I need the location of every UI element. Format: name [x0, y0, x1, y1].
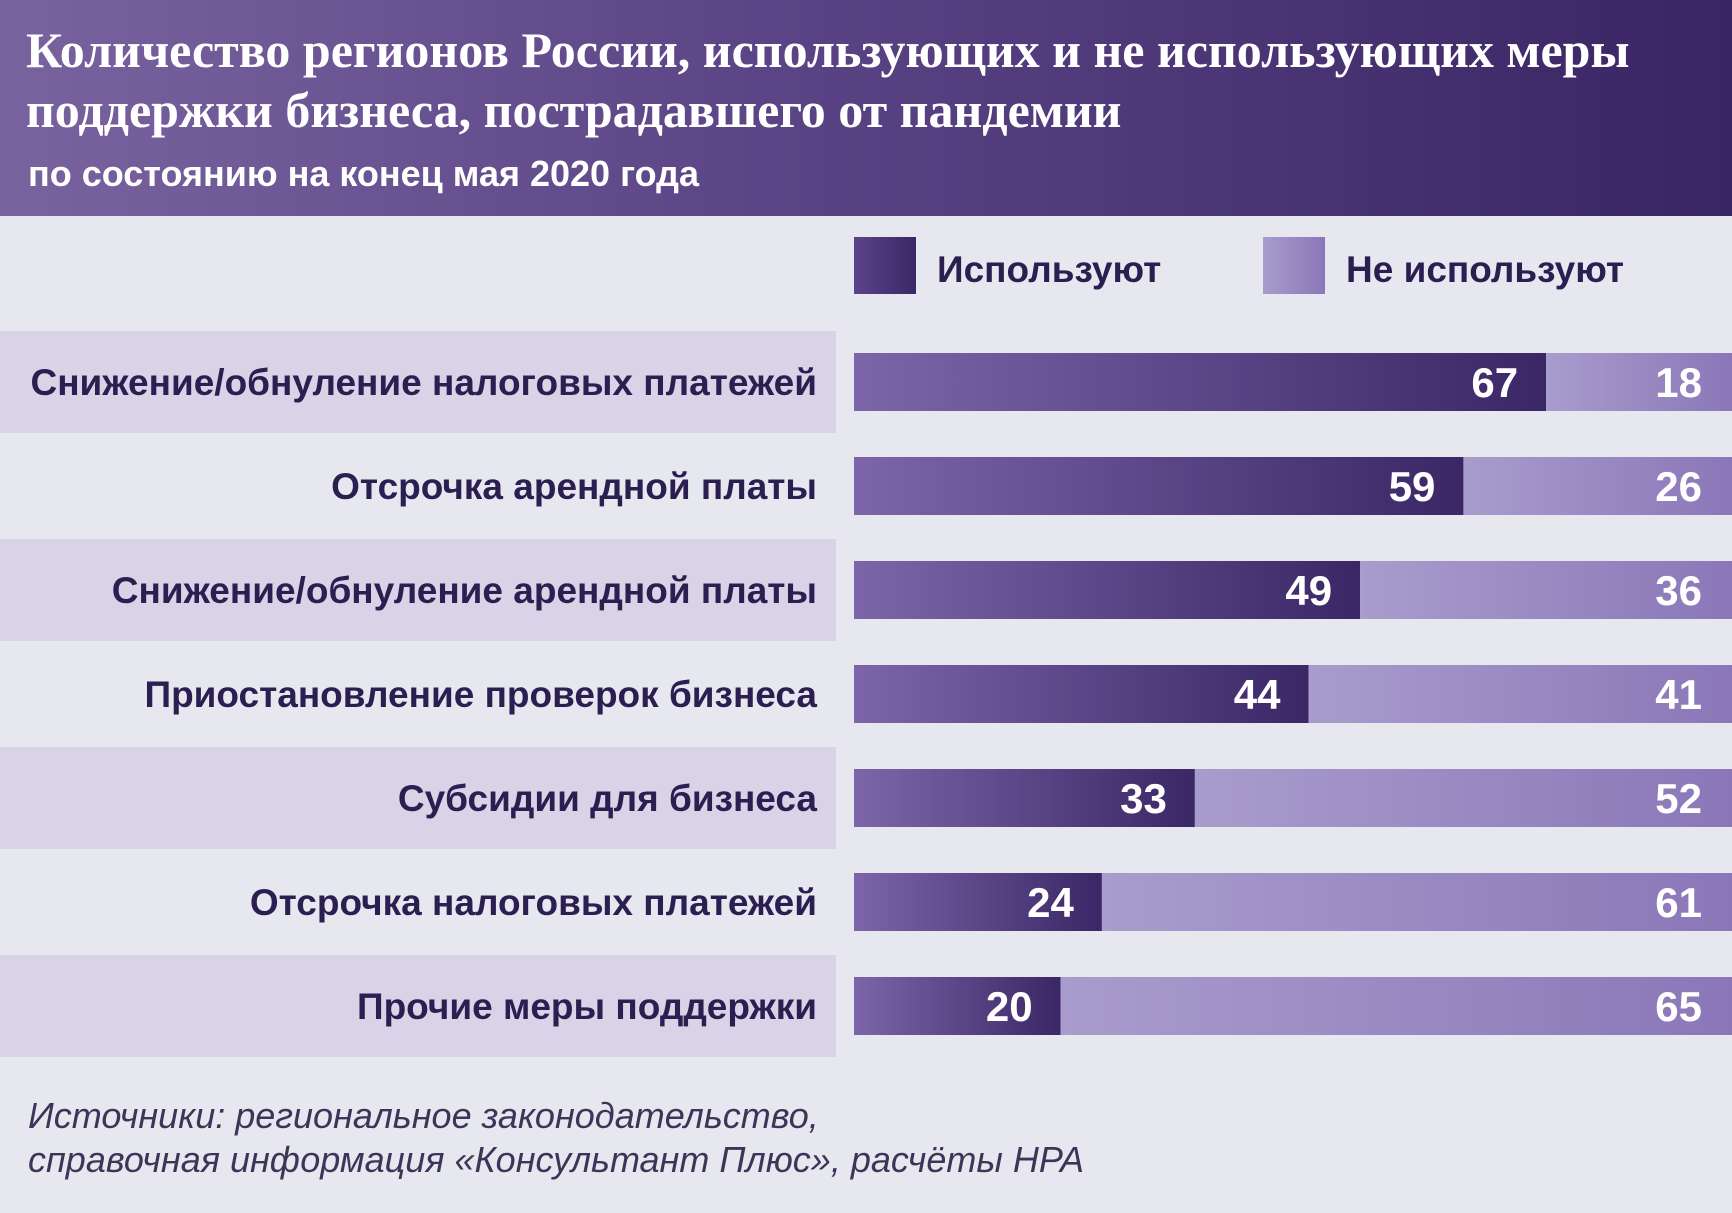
value-label-used: 67: [1471, 359, 1518, 406]
value-label-not-used: 36: [1655, 567, 1702, 614]
bar-not-used: [1060, 977, 1732, 1035]
value-label-not-used: 41: [1655, 671, 1702, 718]
bar-not-used: [1463, 457, 1732, 515]
category-label: Снижение/обнуление налоговых платежей: [30, 362, 817, 403]
legend-label-used: Используют: [937, 249, 1162, 290]
chart-subtitle: по состоянию на конец мая 2020 года: [28, 153, 699, 194]
bar-not-used: [1101, 873, 1732, 931]
category-label: Отсрочка налоговых платежей: [250, 882, 817, 923]
category-label: Прочие меры поддержки: [357, 986, 817, 1027]
legend-swatch-used: [854, 237, 916, 294]
bar-used: [854, 457, 1464, 515]
value-label-not-used: 52: [1655, 775, 1702, 822]
bar-not-used: [1194, 769, 1732, 827]
source-line-2: справочная информация «Консультант Плюс»…: [28, 1139, 1085, 1180]
chart-header: Количество регионов России, использующих…: [0, 0, 1732, 216]
bar-used: [854, 665, 1309, 723]
bar-used: [854, 769, 1195, 827]
category-band: [0, 747, 836, 849]
bar-not-used: [1546, 353, 1732, 411]
source-line-1: Источники: региональное законодательство…: [28, 1095, 819, 1136]
legend-label-notused: Не используют: [1346, 249, 1625, 290]
value-label-not-used: 61: [1655, 879, 1702, 926]
value-label-used: 33: [1120, 775, 1167, 822]
stacked-bar-chart: Снижение/обнуление налоговых платежей 67 1…: [0, 331, 1732, 1057]
chart-title: Количество регионов России, использующих…: [26, 22, 1630, 138]
bar-used: [854, 353, 1547, 411]
value-label-used: 44: [1234, 671, 1281, 718]
category-label: Снижение/обнуление арендной платы: [112, 570, 817, 611]
category-label: Отсрочка арендной платы: [331, 466, 817, 507]
value-label-used: 24: [1027, 879, 1074, 926]
value-label-not-used: 18: [1655, 359, 1702, 406]
value-label-used: 59: [1389, 463, 1436, 510]
value-label-used: 20: [986, 983, 1033, 1030]
category-band: [0, 331, 836, 433]
category-label: Приостановление проверок бизнеса: [144, 674, 817, 715]
bar-used: [854, 977, 1061, 1035]
value-label-used: 49: [1285, 567, 1332, 614]
bar-used: [854, 873, 1102, 931]
category-label: Субсидии для бизнеса: [398, 778, 818, 819]
legend-swatch-notused: [1263, 237, 1325, 294]
bar-not-used: [1308, 665, 1732, 723]
value-label-not-used: 65: [1655, 983, 1702, 1030]
source-note: Источники: региональное законодательство…: [28, 1094, 1084, 1182]
category-band: [0, 955, 836, 1057]
bar-not-used: [1360, 561, 1732, 619]
bar-used: [854, 561, 1361, 619]
value-label-not-used: 26: [1655, 463, 1702, 510]
category-band: [0, 539, 836, 641]
